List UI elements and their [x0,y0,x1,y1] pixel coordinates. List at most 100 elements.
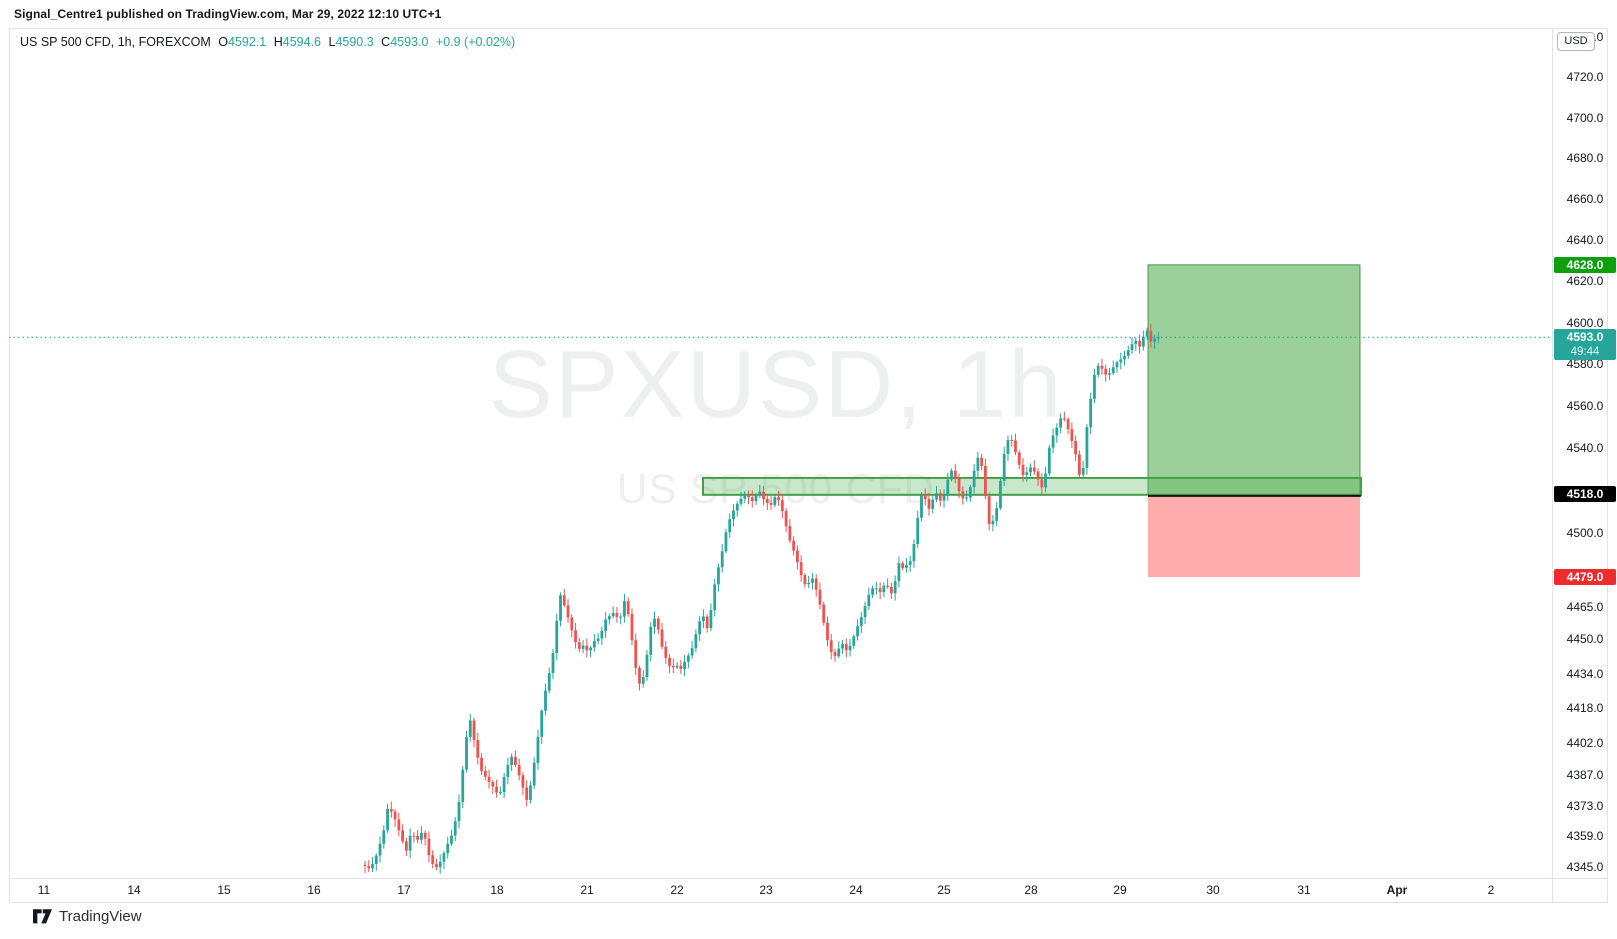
candle-body [818,589,822,605]
reward-zone-box[interactable] [1147,264,1361,495]
candle-body [859,617,863,627]
candle-body [713,584,717,611]
time-tick: 31 [1297,883,1311,897]
candle-body [446,843,450,854]
candle-body [1111,367,1115,374]
candle-body [1130,344,1134,351]
price-flag-label: 4628.0 [1554,256,1616,273]
candle-body [1115,362,1119,368]
risk-zone-box[interactable] [1148,496,1360,578]
candle-body [465,736,468,770]
candle-body [1123,355,1126,360]
candle-body [495,786,498,793]
time-tick: 28 [1024,883,1038,897]
currency-unit-button[interactable]: USD [1557,32,1595,51]
candle-body [1044,473,1047,488]
candle-body [502,777,506,793]
candle-body [750,497,754,502]
candle-body [498,792,502,794]
candle-body [416,835,420,840]
candle-body [596,638,600,642]
price-tick: 4402.0 [1566,735,1604,750]
price-tick: 4418.0 [1566,701,1604,715]
candle-body [882,585,886,593]
legend-high: H4594.6 [273,35,321,49]
candle-body [1081,467,1085,475]
attribution-text: Signal_Centre1 published on TradingView.… [14,7,442,21]
price-flag-label: 4518.0 [1554,486,1616,503]
time-tick: 23 [759,883,773,897]
candle-body [649,626,653,655]
candle-body [431,855,435,864]
candle-body [374,855,378,864]
candle-body [950,470,953,480]
price-tick: 4600.0 [1566,315,1604,330]
candle-body [1014,440,1017,453]
candle-body [1078,454,1081,475]
candle-body [653,618,656,627]
candle-body [1025,472,1029,475]
price-axis[interactable]: 4740.04720.04700.04680.04660.04640.04620… [1553,28,1617,878]
candle-body [769,502,773,505]
candle-body [641,677,645,684]
time-axis-separator [9,878,1608,879]
time-axis[interactable]: 11 14 15 16 17 18 21 22 23 24 25 28 29 30 31 Apr 2 [9,879,1552,902]
price-tick: 4387.0 [1566,768,1604,783]
candle-body [694,634,698,649]
candle-body [999,480,1002,509]
legend-symbol[interactable]: US SP 500 CFD, 1h, FOREXCOM [20,35,211,49]
candle-body [931,499,935,509]
candle-body [698,621,702,635]
candle-body [679,665,683,669]
entry-zone-band[interactable] [702,476,1362,496]
candle-body [747,495,750,498]
time-tick: 25 [937,883,951,897]
candle-body [589,647,592,651]
candle-body [480,757,483,771]
candle-body [938,493,942,501]
candle-body [754,495,758,502]
candle-body [852,636,856,646]
candle-body [758,491,762,496]
candle-body [427,838,431,856]
price-tick: 4620.0 [1566,274,1604,289]
time-tick: 11 [37,883,51,897]
candle-body [841,644,844,649]
candle-body [664,646,668,658]
candle-body [788,526,792,541]
candle-body [457,801,461,822]
candle-body [1085,427,1089,468]
candle-body [961,491,965,499]
symbol-watermark-line1: SPXUSD, 1h [488,331,1064,438]
candle-body [1017,452,1021,465]
tradingview-logo[interactable]: TradingView [33,908,142,925]
price-tick: 4450.0 [1566,632,1604,647]
time-tick: 21 [580,883,594,897]
candle-body [1119,359,1123,363]
candle-body [1145,330,1149,337]
time-tick: 29 [1113,883,1127,897]
price-tick: 4359.0 [1566,829,1604,844]
candle-body [995,508,999,521]
candle-body [393,811,397,820]
candle-body [833,652,837,657]
candle-body [1021,464,1025,475]
price-flag-label: 4479.0 [1554,569,1616,586]
candle-body [510,756,514,766]
candle-body [780,500,784,512]
candle-body [581,645,585,649]
price-tick: 4540.0 [1566,441,1604,456]
candle-body [468,720,472,737]
legend-open: O4592.1 [218,35,267,49]
candle-body [927,498,931,509]
candle-body [608,616,611,620]
candle-body [773,497,777,505]
candle-body [611,612,615,617]
candle-body [378,843,382,856]
symbol-legend[interactable]: US SP 500 CFD, 1h, FOREXCOM O4592.1 H459… [20,35,519,49]
candle-body [1006,439,1010,454]
candle-body [450,835,453,844]
candle-body [1104,368,1108,375]
candle-body [886,585,890,587]
